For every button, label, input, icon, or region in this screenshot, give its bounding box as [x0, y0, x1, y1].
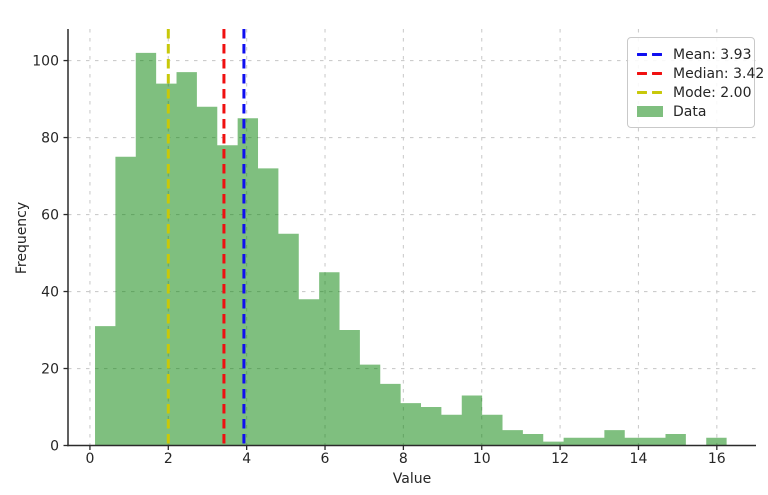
legend-entry-mean: Mean: 3.93: [637, 45, 752, 64]
legend-label-median: Median: 3.42: [673, 65, 765, 82]
x-tick-label: 14: [630, 451, 648, 467]
legend-dash: [652, 52, 662, 57]
legend-dash: [637, 90, 647, 95]
legend-dash: [652, 71, 662, 76]
y-tick-label: 100: [32, 54, 59, 70]
legend-entry-median: Median: 3.42: [637, 64, 764, 83]
axis-spines: [67, 29, 756, 447]
x-tick-label: 2: [164, 451, 173, 467]
x-axis-label: Value: [393, 471, 431, 487]
histogram-bars: [95, 52, 727, 446]
legend-patch: [637, 106, 663, 117]
legend-entry-data: Data: [637, 102, 748, 121]
x-tick-label: 16: [708, 451, 726, 467]
legend-label-mean: Mean: 3.93: [673, 46, 752, 63]
y-tick-label: 80: [41, 131, 59, 147]
y-tick-label: 60: [41, 208, 59, 224]
data-bars: [95, 52, 727, 446]
legend-label-data: Data: [673, 103, 707, 120]
legend-label-mode: Mode: 2.00: [673, 84, 752, 101]
tick-labels: 0 2 4 6 8 10 12 14 16 0 20 40 60 80 100: [32, 54, 726, 467]
x-tick-label: 0: [85, 451, 94, 467]
legend-entry-mode: Mode: 2.00: [637, 83, 752, 102]
x-tick-label: 8: [399, 451, 408, 467]
x-tick-label: 10: [473, 451, 491, 467]
stat-lines: [166, 29, 246, 446]
mode-line-swatch: [637, 90, 664, 95]
y-tick-label: 0: [50, 439, 59, 455]
legend-dash: [637, 52, 647, 57]
median-line-swatch: [637, 71, 664, 76]
x-tick-label: 6: [321, 451, 330, 467]
data-patch-swatch: [637, 106, 664, 117]
legend-dash: [652, 90, 662, 95]
x-tick-label: 12: [551, 451, 569, 467]
y-tick-label: 20: [41, 362, 59, 378]
legend: Mean: 3.93 Median: 3.42 Mode: 2.00 Data: [627, 37, 764, 128]
y-axis-label: Frequency: [14, 202, 30, 274]
legend-dash: [637, 71, 647, 76]
y-tick-label: 40: [41, 285, 59, 301]
x-tick-label: 4: [242, 451, 251, 467]
mean-line-swatch: [637, 52, 664, 57]
